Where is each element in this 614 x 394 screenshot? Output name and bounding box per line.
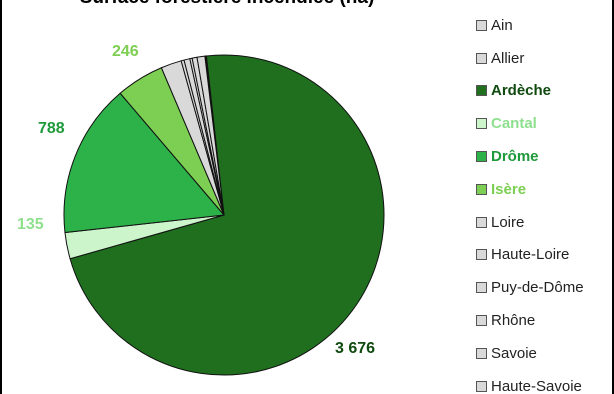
legend-item: Drôme — [476, 140, 584, 173]
legend: Ain Allier Ardèche Cantal Drôme Isère Loire Hau… — [476, 9, 584, 394]
data-label-dr-me: 788 — [38, 120, 65, 137]
legend-label: Allier — [491, 49, 525, 67]
legend-swatch — [476, 151, 487, 163]
legend-swatch — [476, 216, 487, 228]
legend-label: Haute-Loire — [491, 246, 570, 264]
legend-swatch — [476, 282, 487, 294]
legend-label: Ardèche — [491, 82, 552, 100]
legend-label: Drôme — [491, 148, 539, 166]
legend-item: Ardèche — [476, 75, 584, 108]
pie-slice-dr-me — [63, 92, 225, 234]
pie-slice-ard-che — [69, 54, 385, 376]
legend-swatch — [476, 52, 487, 64]
legend-item: Savoie — [476, 337, 584, 370]
legend-item: Rhône — [476, 304, 584, 337]
legend-item: Ain — [476, 9, 584, 42]
legend-swatch — [476, 118, 487, 130]
legend-label: Loire — [491, 213, 525, 231]
legend-swatch — [476, 19, 487, 31]
legend-label: Ain — [491, 16, 513, 34]
legend-label: Rhône — [491, 312, 536, 330]
legend-swatch — [476, 183, 487, 195]
legend-item: Haute-Savoie — [476, 370, 584, 394]
legend-label: Isère — [491, 180, 527, 198]
legend-swatch — [476, 380, 487, 392]
legend-label: Haute-Savoie — [491, 377, 582, 394]
legend-label: Cantal — [491, 115, 537, 133]
legend-label: Puy-de-Dôme — [491, 279, 584, 297]
legend-swatch — [476, 85, 487, 97]
data-label-is-re: 246 — [112, 43, 139, 60]
legend-swatch — [476, 347, 487, 359]
legend-item: Haute-Loire — [476, 239, 584, 272]
legend-item: Allier — [476, 42, 584, 75]
data-label-cantal: 135 — [17, 216, 44, 233]
data-label-ard-che: 3 676 — [335, 340, 376, 357]
legend-swatch — [476, 315, 487, 327]
legend-item: Cantal — [476, 107, 584, 140]
pie-chart — [63, 54, 385, 376]
legend-item: Loire — [476, 206, 584, 239]
legend-swatch — [476, 249, 487, 261]
chart-title: Surface forestière incendiée (ha) — [2, 0, 452, 9]
pie-slice-haute-savoie — [196, 55, 225, 216]
legend-item: Isère — [476, 173, 584, 206]
legend-item: Puy-de-Dôme — [476, 271, 584, 304]
legend-label: Savoie — [491, 344, 537, 362]
